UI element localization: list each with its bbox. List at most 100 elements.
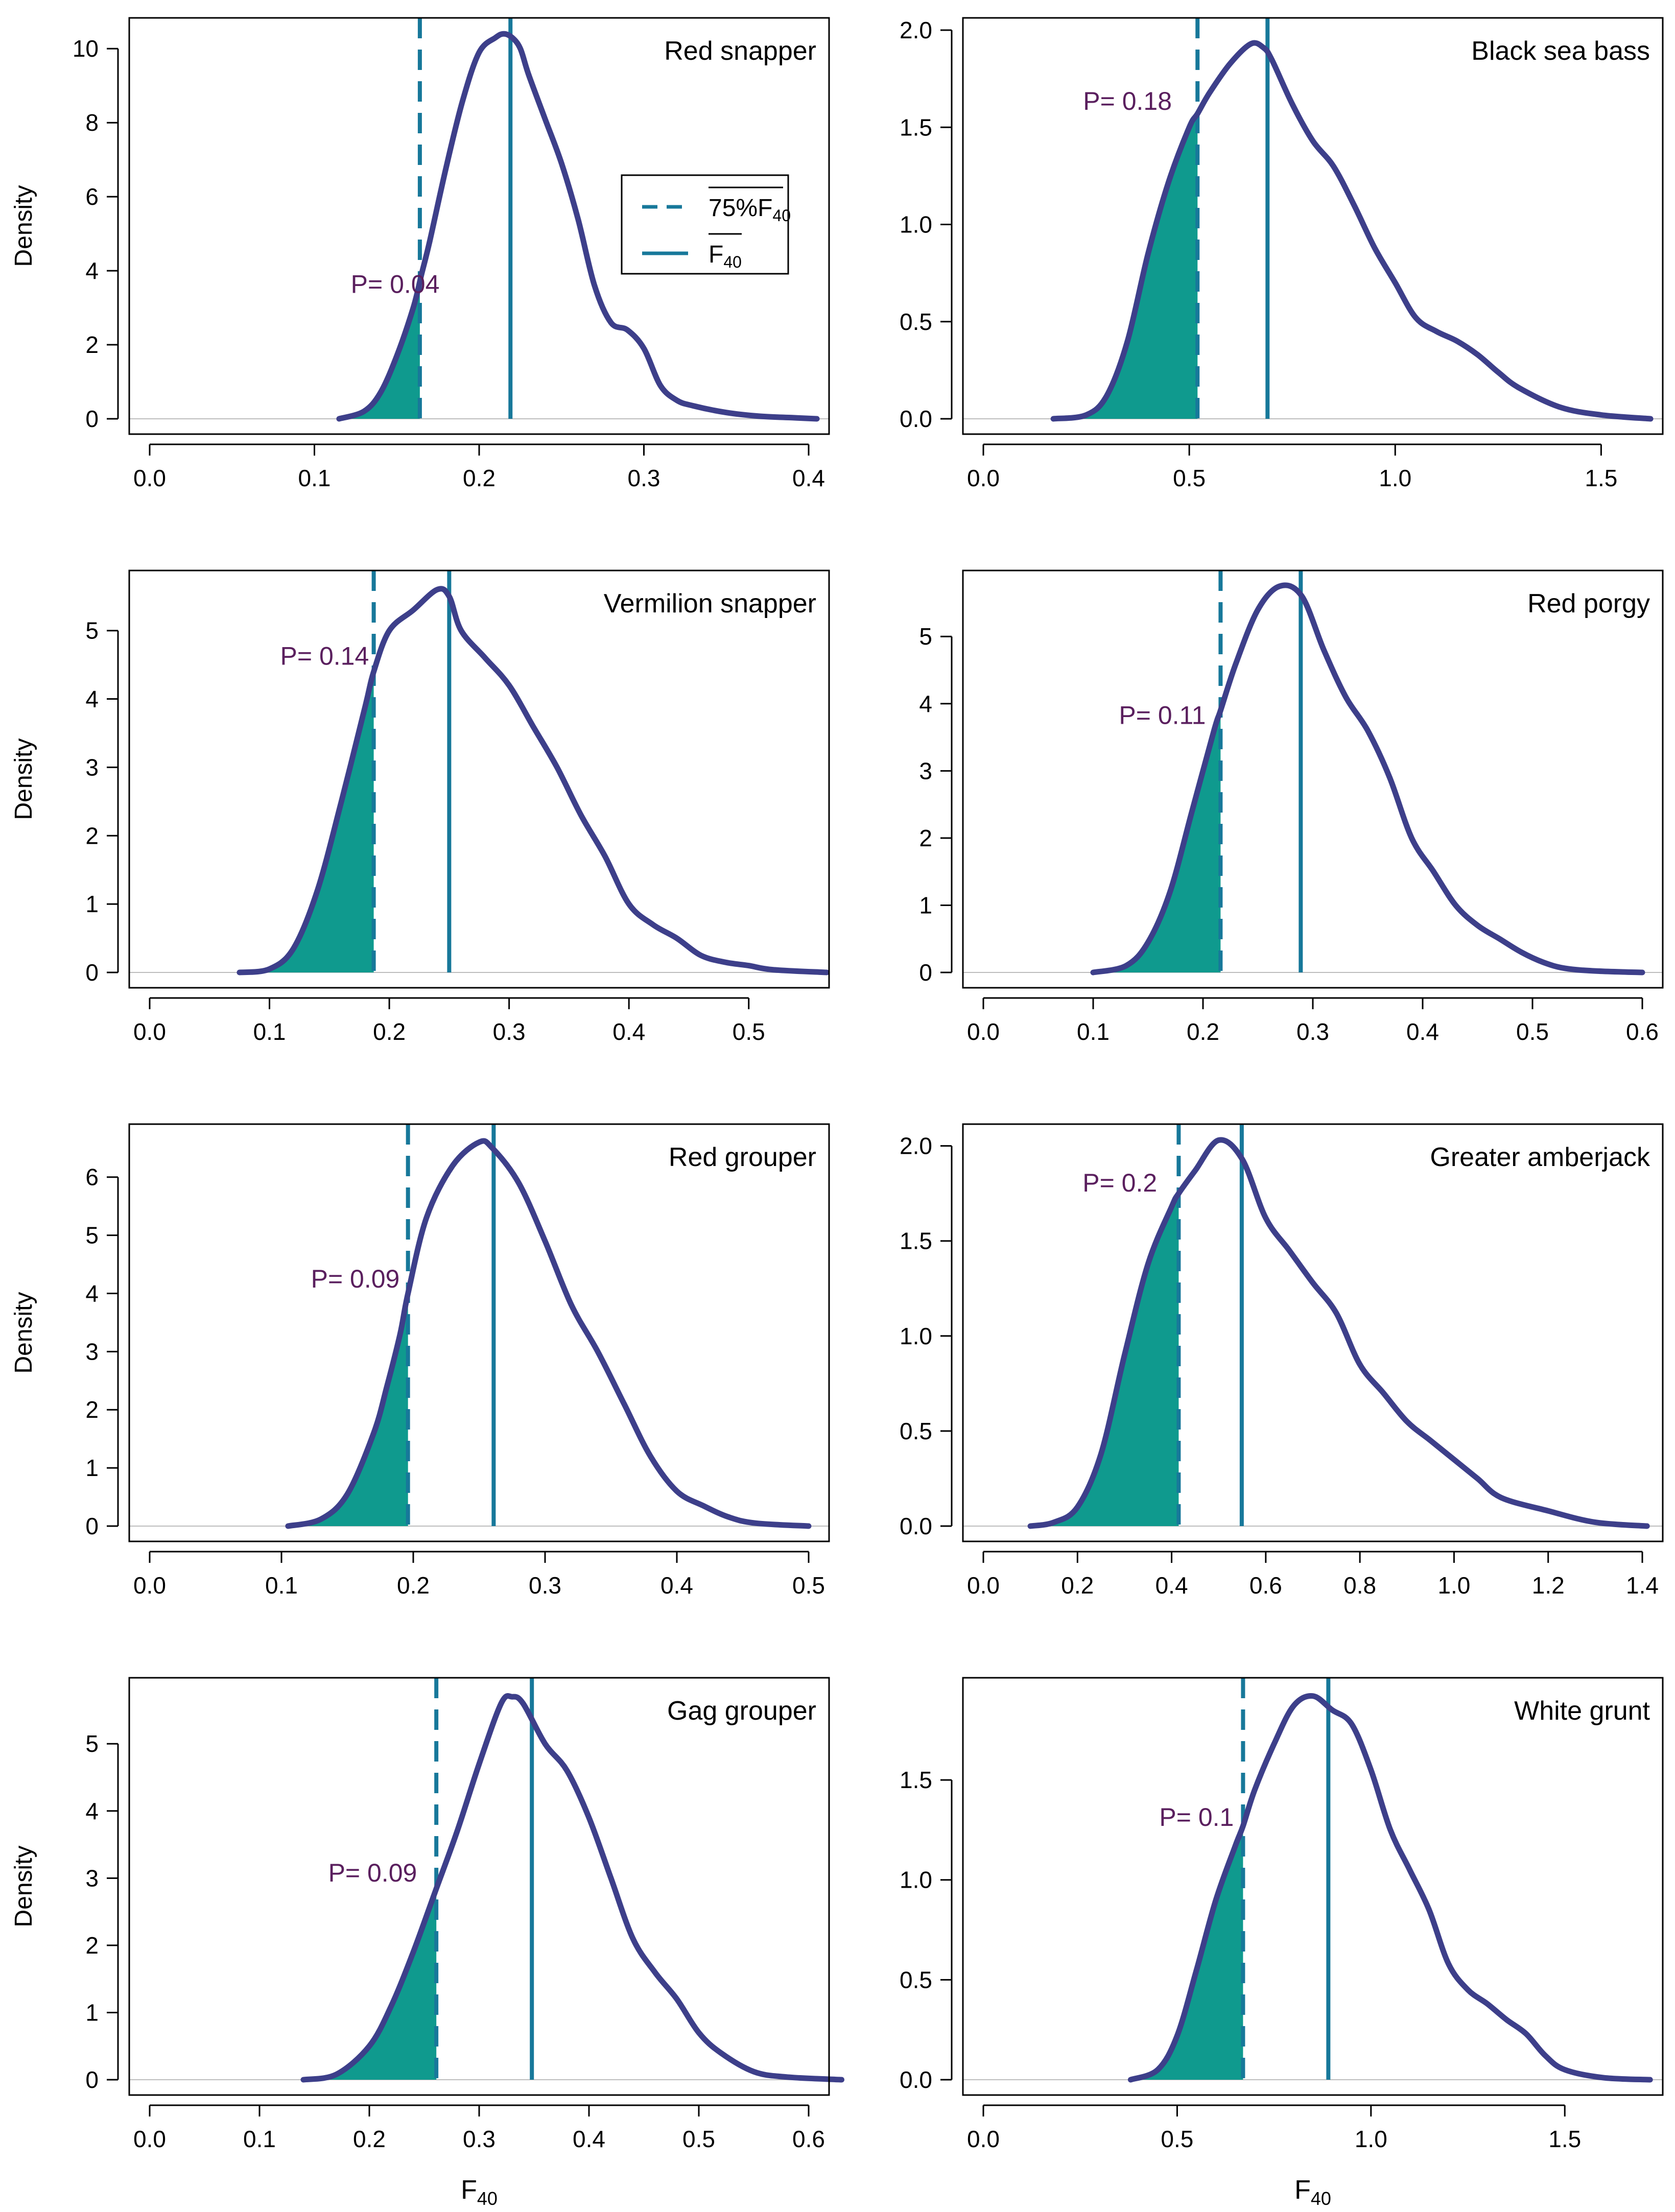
x-tick-label: 0.4 bbox=[573, 2126, 605, 2152]
density-curve bbox=[300, 1693, 844, 2083]
density-curve bbox=[336, 31, 820, 422]
y-tick-label: 5 bbox=[919, 623, 932, 650]
y-tick-label: 6 bbox=[85, 1164, 99, 1191]
legend-solid-sub: 40 bbox=[723, 253, 742, 271]
legend-dashed-prefix: 75% bbox=[709, 195, 758, 222]
x-tick-label: 0.3 bbox=[1296, 1018, 1329, 1045]
x-tick-label: 0.3 bbox=[463, 2126, 496, 2152]
y-tick-label: 2 bbox=[85, 822, 99, 849]
p-value-label: P= 0.11 bbox=[1119, 701, 1206, 729]
y-tick-label: 1.0 bbox=[900, 1867, 932, 1893]
x-axis-title-main: F bbox=[1294, 2175, 1311, 2205]
panel-1: 0.0 0.1 0.2 0.3 0.4 0 2 4 6 8 10 Red snapper P= 0.04… bbox=[10, 17, 830, 491]
y-tick-label: 1.5 bbox=[900, 1228, 932, 1254]
y-tick-label: 1.5 bbox=[900, 1767, 932, 1793]
y-axis-title: Density bbox=[10, 1292, 37, 1373]
y-tick-label: 1.0 bbox=[900, 1323, 932, 1349]
x-tick-label: 1.5 bbox=[1585, 465, 1617, 491]
x-tick-label: 0.5 bbox=[682, 2126, 715, 2152]
x-tick-label: 0.5 bbox=[1173, 465, 1206, 491]
x-tick-label: 0.4 bbox=[612, 1018, 645, 1045]
x-tick-label: 0.4 bbox=[792, 465, 825, 491]
panel-title: Red porgy bbox=[1527, 589, 1650, 619]
panel-title: White grunt bbox=[1514, 1696, 1650, 1726]
plot-frame bbox=[962, 1123, 1664, 1542]
legend-dashed-main: F bbox=[758, 195, 772, 222]
y-tick-label: 0.5 bbox=[900, 1418, 932, 1444]
x-tick-label: 0.2 bbox=[353, 2126, 386, 2152]
tail-shade bbox=[288, 1293, 408, 1526]
x-tick-label: 0.4 bbox=[660, 1572, 693, 1599]
y-tick-label: 1 bbox=[919, 892, 932, 918]
x-tick-label: 0.2 bbox=[397, 1572, 430, 1599]
y-tick-label: 4 bbox=[85, 686, 99, 712]
x-tick-label: 1.0 bbox=[1355, 2126, 1387, 2152]
x-tick-label: 0.1 bbox=[253, 1018, 286, 1045]
x-tick-label: 0.1 bbox=[298, 465, 331, 491]
x-tick-label: 0.0 bbox=[967, 1018, 1000, 1045]
tail-shade bbox=[1093, 710, 1221, 972]
y-tick-label: 3 bbox=[85, 1865, 99, 1891]
panel-title: Red grouper bbox=[669, 1143, 816, 1172]
y-tick-label: 0 bbox=[919, 959, 932, 986]
y-tick-label: 1 bbox=[85, 1455, 99, 1481]
p-value-label: P= 0.2 bbox=[1082, 1169, 1157, 1197]
panel-4: 0.0 0.1 0.2 0.3 0.4 0.5 0.6 0 1 2 3 4 5 Red porgy P= 0… bbox=[919, 569, 1664, 1045]
plot-frame bbox=[128, 1677, 830, 2096]
panel-8: 0.0 0.5 1.0 1.5 0.0 0.5 1.0 1.5 White grunt P= 0.… bbox=[900, 1677, 1664, 2209]
x-tick-label: 0.3 bbox=[628, 465, 660, 491]
density-curve bbox=[1050, 40, 1654, 422]
y-tick-label: 10 bbox=[73, 35, 99, 62]
density-curve bbox=[1090, 582, 1645, 976]
panel-title: Vermilion snapper bbox=[604, 589, 816, 619]
x-tick-label: 0.3 bbox=[529, 1572, 561, 1599]
tail-shade bbox=[303, 1888, 437, 2080]
p-value-label: P= 0.18 bbox=[1083, 87, 1172, 115]
x-tick-label: 1.0 bbox=[1379, 465, 1411, 491]
y-tick-label: 4 bbox=[919, 691, 932, 717]
plot-frame bbox=[128, 569, 830, 989]
panel-title: Greater amberjack bbox=[1430, 1143, 1650, 1172]
x-tick-label: 0.0 bbox=[967, 465, 1000, 491]
density-curve bbox=[1027, 1137, 1650, 1529]
y-tick-label: 3 bbox=[85, 1338, 99, 1365]
x-tick-label: 0.4 bbox=[1406, 1018, 1439, 1045]
x-tick-label: 0.2 bbox=[1187, 1018, 1219, 1045]
x-tick-label: 0.0 bbox=[133, 2126, 166, 2152]
y-tick-label: 0.5 bbox=[900, 308, 932, 335]
x-tick-label: 0.2 bbox=[373, 1018, 406, 1045]
plot-frame bbox=[962, 17, 1664, 435]
x-tick-label: 0.3 bbox=[493, 1018, 526, 1045]
x-tick-label: 0.0 bbox=[967, 2126, 1000, 2152]
x-tick-label: 0.1 bbox=[1077, 1018, 1110, 1045]
x-tick-label: 0.5 bbox=[1516, 1018, 1549, 1045]
x-axis-title-sub: 40 bbox=[1311, 2188, 1331, 2209]
legend-dashed-sub: 40 bbox=[772, 206, 791, 225]
y-axis-title: Density bbox=[10, 185, 37, 267]
y-tick-label: 4 bbox=[85, 1798, 99, 1824]
y-tick-label: 2 bbox=[85, 331, 99, 358]
p-value-label: P= 0.09 bbox=[328, 1859, 417, 1887]
x-tick-label: 0.6 bbox=[1626, 1018, 1659, 1045]
y-tick-label: 8 bbox=[85, 109, 99, 136]
y-tick-label: 2 bbox=[85, 1396, 99, 1423]
y-tick-label: 2 bbox=[919, 825, 932, 851]
y-tick-label: 1 bbox=[85, 1999, 99, 2026]
y-tick-label: 0.0 bbox=[900, 2066, 932, 2093]
density-curve bbox=[1127, 1693, 1653, 2083]
x-axis-title-sub: 40 bbox=[477, 2188, 498, 2209]
x-tick-label: 0.2 bbox=[1061, 1572, 1094, 1599]
y-tick-label: 5 bbox=[85, 1730, 99, 1757]
panel-2: 0.0 0.5 1.0 1.5 0.0 0.5 1.0 1.5 2.0 Black sea bas… bbox=[900, 17, 1664, 491]
plot-frame bbox=[128, 1123, 830, 1542]
x-axis-title: F40 bbox=[1294, 2175, 1331, 2209]
y-tick-label: 1.0 bbox=[900, 211, 932, 238]
y-tick-label: 0.0 bbox=[900, 1513, 932, 1539]
x-tick-label: 0.6 bbox=[1249, 1572, 1282, 1599]
y-tick-label: 3 bbox=[919, 757, 932, 784]
panel-7: 0.0 0.1 0.2 0.3 0.4 0.5 0.6 0 1 2 3 4 5 Gag grouper P=… bbox=[10, 1677, 844, 2209]
y-tick-label: 0.0 bbox=[900, 406, 932, 432]
panel-6: 0.0 0.2 0.4 0.6 0.8 1.0 1.2 1.4 0.0 0.5 1.0 1.5 2.0 G… bbox=[900, 1123, 1664, 1599]
